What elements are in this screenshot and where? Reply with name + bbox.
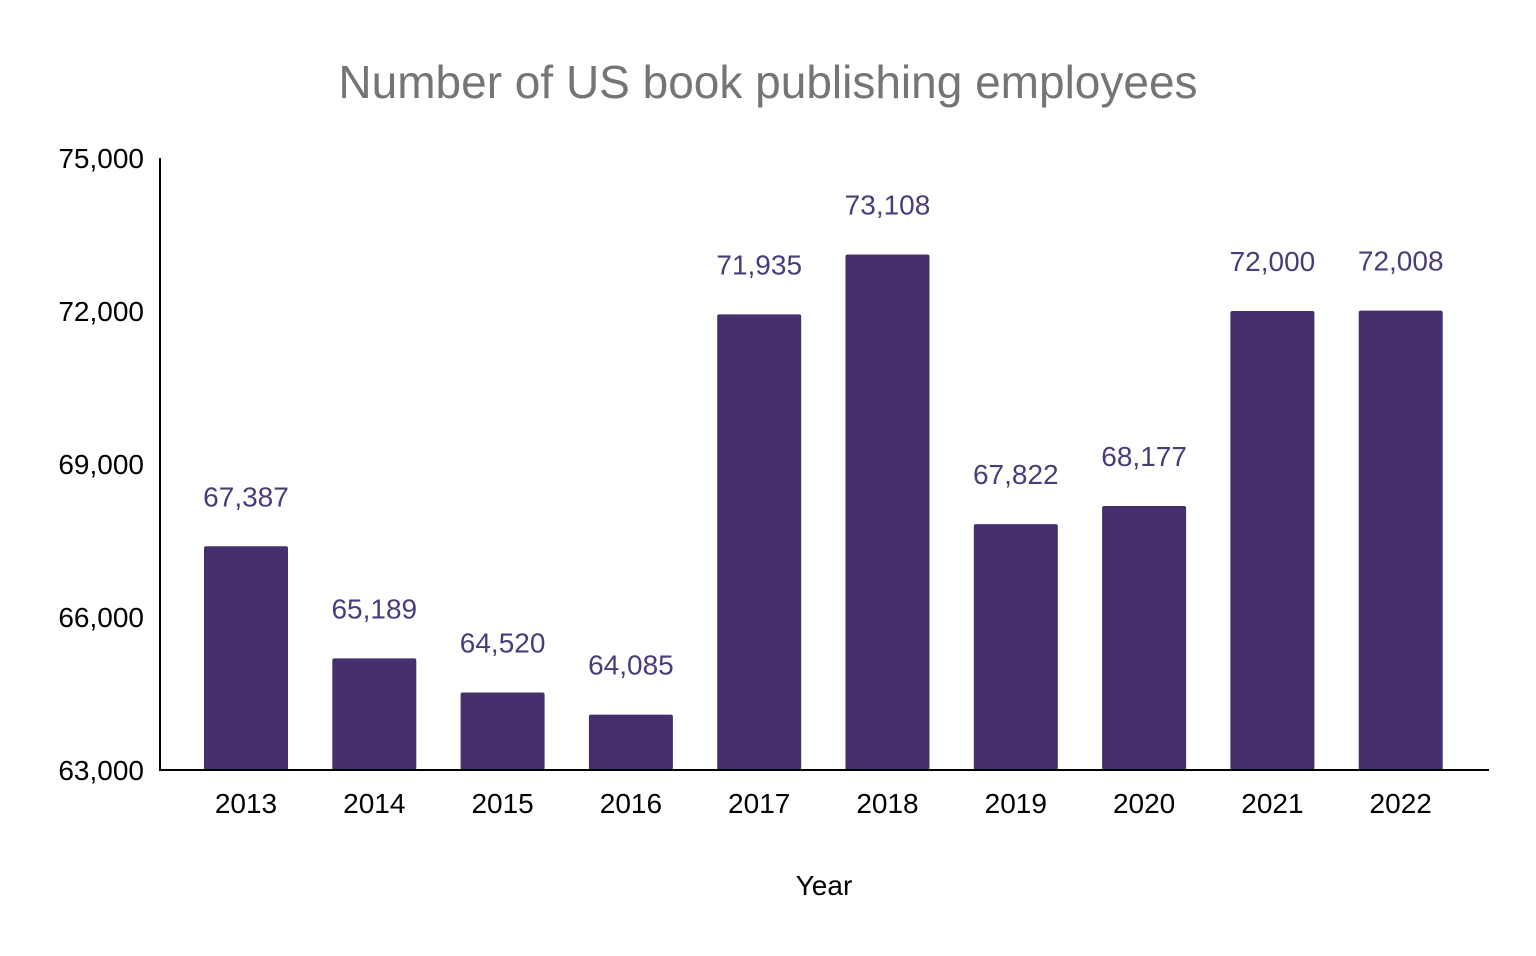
data-label-2014: 65,189 bbox=[331, 593, 417, 624]
data-label-2021: 72,000 bbox=[1230, 246, 1316, 277]
bar-2019 bbox=[973, 524, 1058, 770]
x-tick-label: 2019 bbox=[985, 788, 1047, 819]
data-label-2013: 67,387 bbox=[203, 481, 289, 512]
bar-2017 bbox=[717, 314, 802, 770]
y-tick-label: 69,000 bbox=[58, 449, 144, 480]
bars bbox=[204, 254, 1443, 770]
data-label-2019: 67,822 bbox=[973, 459, 1059, 490]
data-label-2018: 73,108 bbox=[845, 189, 931, 220]
data-label-2022: 72,008 bbox=[1358, 246, 1444, 277]
x-tick-label: 2015 bbox=[471, 788, 533, 819]
y-tick-label: 72,000 bbox=[58, 296, 144, 327]
data-label-2015: 64,520 bbox=[460, 627, 546, 658]
bar-2018 bbox=[845, 254, 930, 770]
x-tick-label: 2016 bbox=[600, 788, 662, 819]
bar-2013 bbox=[204, 546, 288, 770]
bar-2016 bbox=[588, 714, 673, 770]
y-tick-label: 63,000 bbox=[58, 755, 144, 786]
x-tick-label: 2014 bbox=[343, 788, 405, 819]
y-axis-ticks: 63,000 66,000 69,000 72,000 75,000 bbox=[58, 143, 144, 786]
data-label-2020: 68,177 bbox=[1101, 441, 1187, 472]
x-tick-label: 2022 bbox=[1370, 788, 1432, 819]
bar-2014 bbox=[332, 658, 417, 770]
data-labels: 67,387 65,189 64,520 64,085 71,935 73,108 67,8… bbox=[203, 189, 1443, 680]
x-axis-ticks: 2013 2014 2015 2016 2017 2018 2019 2020 2021 2022 bbox=[215, 788, 1432, 819]
y-tick-label: 75,000 bbox=[58, 143, 144, 174]
data-label-2016: 64,085 bbox=[588, 650, 674, 681]
chart-title: Number of US book publishing employees bbox=[338, 56, 1197, 108]
bar-2022 bbox=[1358, 310, 1443, 770]
x-tick-label: 2017 bbox=[728, 788, 790, 819]
x-tick-label: 2021 bbox=[1241, 788, 1303, 819]
data-label-2017: 71,935 bbox=[716, 249, 802, 280]
y-tick-label: 66,000 bbox=[58, 602, 144, 633]
x-tick-label: 2018 bbox=[856, 788, 918, 819]
x-axis-label: Year bbox=[796, 870, 853, 901]
bar-2015 bbox=[460, 692, 545, 770]
bar-2021 bbox=[1230, 311, 1315, 770]
x-tick-label: 2013 bbox=[215, 788, 277, 819]
bar-2020 bbox=[1102, 505, 1187, 770]
x-tick-label: 2020 bbox=[1113, 788, 1175, 819]
